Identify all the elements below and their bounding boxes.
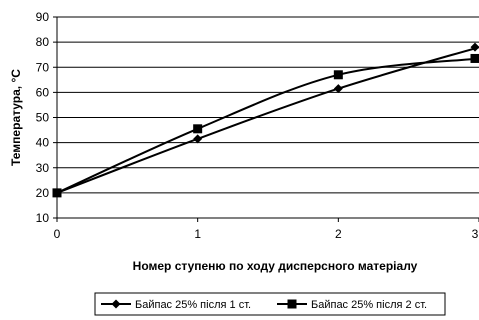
legend-label: Байпас 25% після 2 ст. (311, 299, 427, 311)
legend-label: Байпас 25% після 1 ст. (135, 299, 251, 311)
y-tick-label: 60 (36, 85, 50, 99)
axes (56, 17, 479, 222)
x-tick-label: 3 (472, 227, 479, 241)
data-point (193, 124, 203, 134)
legend-marker (111, 299, 121, 309)
x-axis-title: Номер ступеню по ходу дисперсного матері… (133, 259, 418, 273)
y-tick-label: 40 (36, 136, 50, 150)
x-tick-labels: 0 1 2 3 (54, 227, 479, 241)
legend: Байпас 25% після 1 ст. Байпас 25% після 2… (94, 292, 446, 316)
series-lines (52, 42, 479, 198)
data-point (333, 70, 343, 80)
y-tick-label: 50 (36, 111, 50, 125)
series-line-1 (56, 46, 479, 194)
y-axis-title: Температура, °С (9, 69, 23, 166)
y-tick-label: 20 (36, 186, 50, 200)
x-tick-label: 2 (335, 227, 342, 241)
data-point (52, 188, 62, 198)
y-tick-label: 30 (36, 161, 50, 175)
x-tick-label: 0 (54, 227, 61, 241)
data-point (333, 84, 343, 94)
y-tick-label: 80 (36, 35, 50, 49)
legend-marker (287, 299, 297, 309)
data-point (193, 134, 203, 144)
data-point (470, 42, 479, 52)
y-tick-labels: 10 20 30 40 50 60 70 80 90 (36, 10, 50, 225)
y-tick-label: 10 (36, 211, 50, 225)
y-tick-label: 70 (36, 60, 50, 74)
x-tick-label: 1 (194, 227, 201, 241)
series-line-2 (56, 57, 479, 194)
y-tick-label: 90 (36, 10, 50, 24)
data-point (470, 53, 479, 63)
grid-lines (53, 16, 479, 219)
legend-box (94, 292, 446, 316)
